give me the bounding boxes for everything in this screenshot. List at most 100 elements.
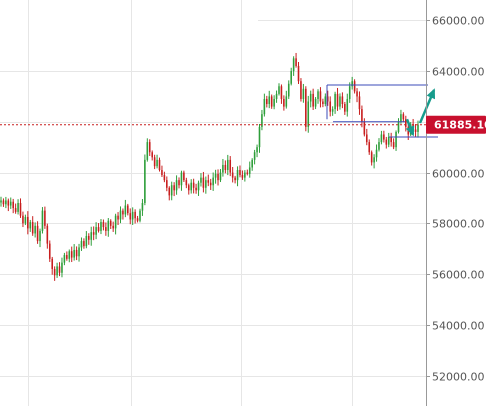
candle bbox=[322, 98, 324, 108]
candle bbox=[122, 208, 124, 220]
candle bbox=[334, 91, 336, 114]
trendline-annotations[interactable] bbox=[326, 84, 438, 138]
candle bbox=[295, 52, 297, 68]
candle bbox=[397, 118, 400, 134]
candle bbox=[12, 198, 14, 214]
candle bbox=[234, 175, 236, 184]
candle bbox=[414, 124, 417, 137]
candle bbox=[73, 244, 75, 261]
candle bbox=[346, 93, 349, 117]
candle bbox=[0, 196, 2, 207]
candle bbox=[370, 150, 373, 166]
candle bbox=[153, 154, 156, 170]
candle bbox=[53, 266, 56, 281]
candle bbox=[158, 157, 161, 172]
y-tick-label: 64000.00 bbox=[432, 66, 485, 79]
candle bbox=[324, 93, 327, 107]
down-arrow[interactable] bbox=[405, 118, 415, 137]
candle bbox=[229, 156, 232, 177]
candle bbox=[173, 182, 175, 197]
candle bbox=[83, 238, 85, 249]
candle bbox=[192, 178, 195, 194]
candle bbox=[5, 196, 7, 209]
candle bbox=[207, 174, 210, 187]
candle bbox=[312, 88, 314, 110]
candle bbox=[136, 215, 139, 223]
candle bbox=[112, 221, 114, 232]
candle bbox=[19, 198, 22, 218]
candle bbox=[383, 130, 385, 143]
candle bbox=[39, 228, 41, 248]
candle bbox=[148, 139, 151, 157]
candle bbox=[344, 101, 346, 115]
candle bbox=[190, 179, 193, 194]
candle bbox=[29, 219, 32, 232]
candle bbox=[390, 132, 392, 147]
candle bbox=[27, 211, 29, 235]
candle bbox=[248, 161, 251, 178]
candle bbox=[58, 262, 61, 277]
candle bbox=[385, 136, 388, 149]
y-tick-label: 56000.00 bbox=[432, 269, 485, 282]
candle bbox=[353, 79, 356, 94]
candle bbox=[246, 169, 249, 176]
y-tick-label: 60000.00 bbox=[432, 168, 485, 181]
candle bbox=[309, 90, 312, 108]
candle bbox=[392, 138, 395, 150]
vertical-gridlines bbox=[28, 0, 353, 406]
candle bbox=[258, 123, 261, 153]
candle bbox=[66, 251, 68, 261]
candle bbox=[34, 222, 36, 238]
candle bbox=[100, 219, 102, 235]
candle bbox=[307, 95, 310, 133]
candle bbox=[222, 158, 224, 177]
candle bbox=[166, 176, 168, 192]
candle bbox=[107, 218, 110, 237]
candle bbox=[358, 91, 361, 115]
candle bbox=[195, 183, 197, 194]
candle bbox=[114, 213, 117, 235]
candle bbox=[95, 222, 97, 240]
candle bbox=[46, 223, 49, 249]
candle bbox=[14, 203, 17, 214]
price-label-background bbox=[426, 115, 486, 134]
candle bbox=[263, 93, 266, 117]
candle bbox=[205, 176, 207, 194]
candle bbox=[156, 154, 158, 169]
candle bbox=[275, 90, 278, 103]
candlestick-series bbox=[0, 52, 419, 281]
candle bbox=[209, 178, 212, 190]
candle bbox=[31, 216, 34, 236]
candle bbox=[48, 240, 51, 262]
candle bbox=[261, 109, 263, 131]
candle bbox=[378, 138, 380, 152]
candle bbox=[302, 83, 305, 103]
candle bbox=[363, 118, 366, 137]
candle bbox=[314, 97, 317, 110]
candle bbox=[97, 223, 100, 233]
candle bbox=[319, 87, 322, 108]
candle bbox=[331, 106, 334, 116]
candle bbox=[63, 252, 66, 266]
candle bbox=[183, 170, 185, 182]
candle bbox=[170, 181, 173, 201]
candle bbox=[105, 222, 107, 236]
candle bbox=[292, 56, 295, 76]
candle bbox=[256, 144, 258, 158]
candle bbox=[36, 221, 39, 244]
candle bbox=[144, 154, 146, 206]
candle bbox=[280, 84, 283, 104]
candle bbox=[380, 130, 383, 145]
candle bbox=[395, 130, 397, 151]
candle bbox=[2, 198, 5, 207]
candle bbox=[239, 165, 241, 178]
candle bbox=[161, 165, 163, 178]
candle bbox=[109, 219, 112, 230]
candle bbox=[175, 175, 178, 195]
y-tick-label: 52000.00 bbox=[432, 371, 485, 384]
candle bbox=[129, 208, 132, 225]
candle bbox=[375, 144, 378, 162]
candle bbox=[75, 246, 78, 261]
